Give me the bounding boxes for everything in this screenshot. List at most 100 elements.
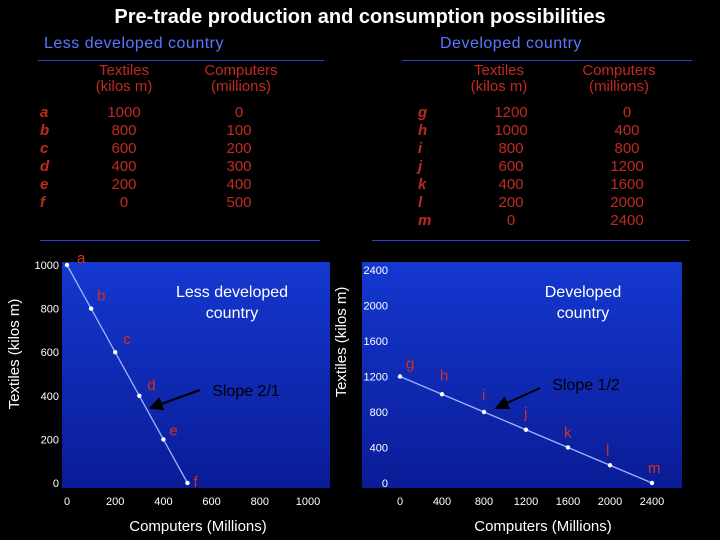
computers-value: 400	[226, 176, 252, 193]
ldc-x-tick-label: 800	[251, 496, 269, 508]
textiles-value: 0	[506, 212, 516, 229]
dc-point-label-j: j	[523, 405, 527, 422]
table-row: d 400 300	[40, 158, 300, 176]
ldc-chart: 0 200 400 600 800 1000 0 200 400 600 800 1000 a b c d e f	[35, 250, 321, 508]
ldc-chart-background	[62, 262, 330, 488]
computers-value: 200	[226, 140, 252, 157]
dc-computers-header-line2: (millions)	[589, 78, 649, 95]
textiles-value: 800	[498, 140, 524, 157]
ldc-point-a	[64, 262, 70, 268]
ldc-x-tick-label: 200	[106, 496, 124, 508]
dc-x-tick-label: 2000	[598, 496, 622, 508]
dc-y-tick-label: 800	[370, 407, 388, 419]
dc-chart-background	[362, 262, 682, 488]
ldc-point-c	[113, 350, 118, 355]
textiles-value: 1000	[107, 104, 141, 121]
ldc-x-tick-label: 600	[202, 496, 220, 508]
dc-point-m	[649, 480, 655, 486]
table-row: m 0 2400	[418, 212, 688, 230]
ldc-slope-arrow	[148, 389, 201, 411]
dc-x-tick-label: 0	[397, 496, 403, 508]
dc-point-label-m: m	[648, 460, 661, 477]
table-row: f 0 500	[40, 194, 300, 212]
table-row: l 200 2000	[418, 194, 688, 212]
dc-y-tick-label: 400	[370, 443, 388, 455]
ldc-point-label-b: b	[97, 288, 105, 305]
row-letter: l	[418, 194, 423, 211]
dc-chart: 0 400 800 1200 1600 2000 2400 0 400 800 1200 1600 20…	[364, 265, 665, 508]
dc-point-k	[565, 445, 571, 450]
dc-textiles-header-line1: Textiles	[473, 62, 525, 79]
dc-point-i	[481, 409, 487, 415]
dc-point-h	[439, 392, 445, 397]
ldc-ppf-line	[66, 264, 189, 484]
ldc-x-tick-label: 400	[154, 496, 172, 508]
row-letter: h	[418, 122, 428, 139]
dc-table-body: g 1200 0 h 1000 400 i 800 800 j 600 1200…	[418, 104, 688, 230]
dc-x-tick-label: 1200	[514, 496, 538, 508]
page-title: Pre-trade production and consumption pos…	[114, 6, 606, 28]
table-row: g 1200 0	[418, 104, 688, 122]
textiles-value: 400	[498, 176, 524, 193]
dc-chart-title-line1: Developed	[545, 284, 622, 301]
row-letter: d	[40, 158, 50, 175]
computers-value: 1200	[610, 158, 644, 175]
dc-point-j	[523, 427, 529, 432]
computers-value: 800	[614, 140, 640, 157]
textiles-value: 200	[111, 176, 137, 193]
ldc-chart-title-line1: Less developed	[176, 284, 288, 301]
table-row: h 1000 400	[418, 122, 688, 140]
dc-chart-title-line2: country	[557, 305, 609, 322]
textiles-value: 400	[111, 158, 137, 175]
textiles-value: 600	[111, 140, 137, 157]
ldc-textiles-header-line2: (kilos m)	[95, 78, 153, 95]
computers-value: 500	[226, 194, 252, 211]
table-row: b 800 100	[40, 122, 300, 140]
dc-slope-arrow	[494, 387, 541, 410]
row-letter: g	[418, 104, 428, 121]
row-letter: m	[418, 212, 432, 229]
dc-point-label-k: k	[564, 425, 572, 442]
dc-y-tick-label: 2000	[364, 301, 388, 313]
textiles-value: 1200	[494, 104, 528, 121]
ldc-point-e	[161, 437, 166, 442]
dc-y-tick-label: 1200	[364, 372, 388, 384]
ldc-x-tick-label: 0	[64, 496, 70, 508]
dc-x-tick-label: 2400	[640, 496, 664, 508]
ldc-chart-rule	[40, 240, 320, 241]
ldc-x-axis-label: Computers (Millions)	[129, 518, 267, 535]
computers-value: 100	[226, 122, 252, 139]
ldc-y-tick-label: 800	[41, 304, 59, 316]
ldc-point-label-e: e	[169, 422, 177, 439]
ldc-chart-title-line2: country	[206, 305, 258, 322]
dc-point-label-h: h	[440, 367, 448, 384]
computers-value: 0	[234, 104, 244, 121]
ldc-point-label-a: a	[77, 250, 86, 267]
dc-heading-rule	[402, 60, 692, 61]
dc-y-axis-label: Textiles (kilos m)	[333, 287, 350, 398]
dc-textiles-header: Textiles (kilos m)	[455, 63, 543, 95]
dc-y-tick-label: 0	[382, 478, 388, 490]
ldc-point-d	[137, 393, 142, 398]
ldc-slope-annotation: Slope 2/1	[212, 383, 280, 400]
table-row: e 200 400	[40, 176, 300, 194]
computers-value: 2400	[610, 212, 644, 229]
ldc-y-tick-label: 0	[53, 478, 59, 490]
ldc-textiles-header: Textiles (kilos m)	[84, 63, 164, 95]
dc-x-tick-label: 1600	[556, 496, 580, 508]
table-row: i 800 800	[418, 140, 688, 158]
dc-point-g	[397, 374, 403, 379]
ldc-y-tick-label: 400	[41, 391, 59, 403]
row-letter: e	[40, 176, 49, 193]
row-letter: b	[40, 122, 50, 139]
ldc-heading-rule	[38, 60, 324, 61]
dc-x-tick-label: 400	[433, 496, 451, 508]
computers-value: 0	[622, 104, 632, 121]
ldc-y-tick-label: 200	[41, 434, 59, 446]
ldc-point-label-d: d	[147, 377, 155, 394]
dc-point-label-i: i	[482, 387, 485, 404]
ldc-computers-header-line1: Computers	[204, 62, 278, 79]
dc-y-tick-label: 1600	[364, 336, 388, 348]
textiles-value: 0	[119, 194, 129, 211]
